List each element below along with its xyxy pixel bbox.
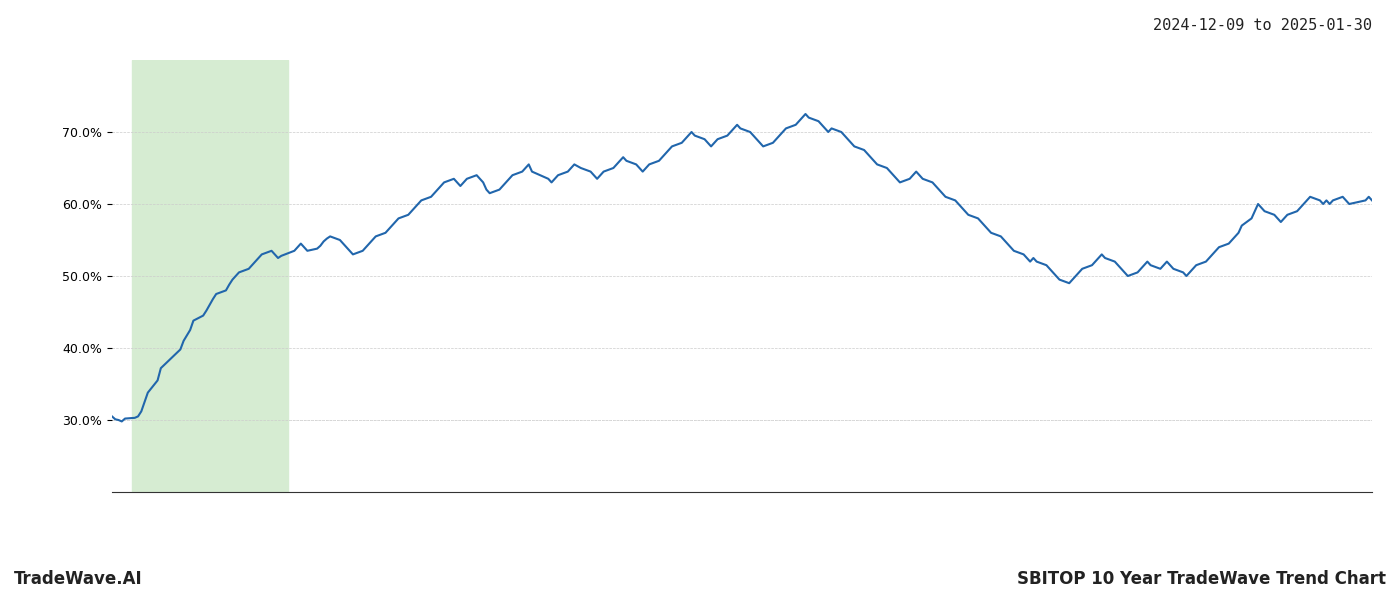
Bar — [132, 60, 288, 492]
Text: 2024-12-09 to 2025-01-30: 2024-12-09 to 2025-01-30 — [1154, 18, 1372, 33]
Text: TradeWave.AI: TradeWave.AI — [14, 570, 143, 588]
Text: SBITOP 10 Year TradeWave Trend Chart: SBITOP 10 Year TradeWave Trend Chart — [1016, 570, 1386, 588]
